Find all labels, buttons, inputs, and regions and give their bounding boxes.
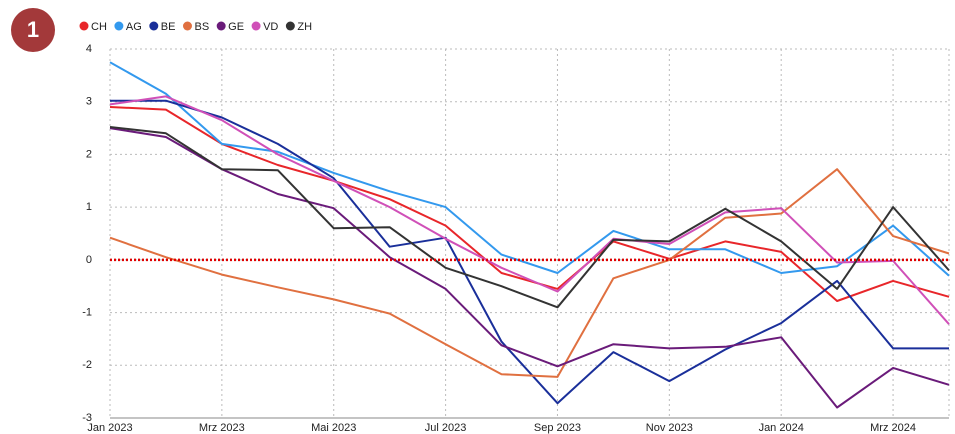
legend-marker (251, 21, 261, 31)
legend-label: CH (91, 21, 107, 33)
x-tick-label: Sep 2023 (534, 422, 581, 434)
series-line (109, 127, 950, 409)
x-tick-label: Mai 2023 (311, 422, 356, 434)
series-line (109, 95, 950, 325)
badge-text: 1 (27, 17, 39, 42)
x-tick-label: Nov 2023 (646, 422, 693, 434)
x-tick-label: Mrz 2024 (870, 422, 916, 434)
series-line (109, 106, 950, 302)
series-line (109, 126, 950, 309)
legend-label: ZH (297, 21, 312, 33)
badge-circle (11, 8, 55, 52)
series-line (110, 99, 949, 405)
legend-marker (79, 21, 89, 31)
legend-marker (216, 21, 226, 31)
series-line (109, 61, 950, 277)
x-tick-label: Jan 2023 (87, 422, 132, 434)
y-tick-label: -3 (82, 412, 92, 424)
y-tick-label: 2 (86, 148, 92, 160)
x-tick-label: Mrz 2023 (199, 422, 245, 434)
legend-label: BS (194, 21, 209, 33)
legend-marker (182, 21, 192, 31)
series-line (109, 168, 950, 378)
y-tick-label: -2 (82, 359, 92, 371)
y-tick-label: 4 (86, 43, 92, 55)
y-tick-label: 3 (86, 96, 92, 108)
x-tick-label: Jan 2024 (759, 422, 804, 434)
y-tick-label: 0 (86, 254, 92, 266)
legend-marker (285, 21, 295, 31)
y-tick-label: 1 (86, 201, 92, 213)
legend-label: VD (263, 21, 278, 33)
legend-label: AG (126, 21, 142, 33)
y-tick-label: -1 (82, 306, 92, 318)
legend-marker (114, 21, 124, 31)
legend-label: GE (228, 21, 244, 33)
x-tick-label: Jul 2023 (425, 422, 467, 434)
legend-label: BE (161, 21, 176, 33)
legend-marker (149, 21, 159, 31)
